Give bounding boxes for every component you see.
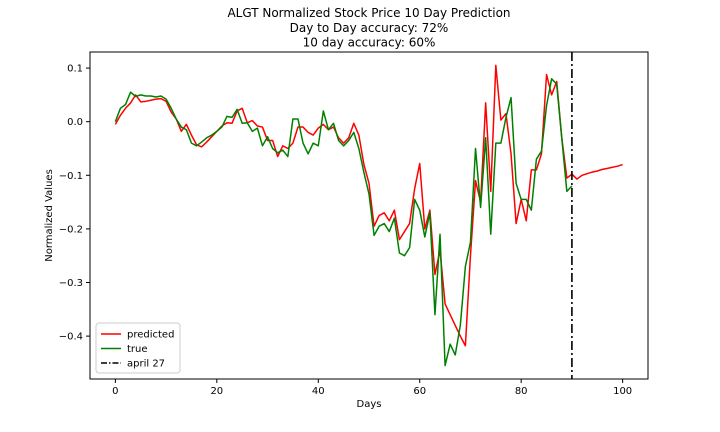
x-tick-label: 0 xyxy=(112,386,118,397)
y-tick-label: −0.1 xyxy=(59,171,83,182)
x-axis: 0 20 40 60 80 100 xyxy=(112,379,632,397)
legend: predicted true april 27 xyxy=(95,322,181,374)
legend-label: predicted xyxy=(127,330,174,341)
series-line-true xyxy=(114,78,573,367)
x-tick-label: 100 xyxy=(613,386,632,397)
y-axis-label: Normalized Values xyxy=(44,169,55,262)
plot-area xyxy=(114,52,623,379)
axes-frame xyxy=(89,51,649,380)
y-tick-label: 0.0 xyxy=(67,117,83,128)
chart-title-group: ALGT Normalized Stock Price 10 Day Predi… xyxy=(227,6,510,50)
x-tick-label: 20 xyxy=(210,386,223,397)
y-tick-label: 0.1 xyxy=(67,64,83,75)
x-tick-label: 80 xyxy=(515,386,528,397)
chart-title: ALGT Normalized Stock Price 10 Day Predi… xyxy=(227,6,510,20)
series-line-predicted xyxy=(114,64,623,347)
legend-label: true xyxy=(127,344,148,355)
chart-subtitle-line: 10 day accuracy: 60% xyxy=(303,36,436,50)
y-tick-label: −0.2 xyxy=(59,224,83,235)
legend-box xyxy=(95,322,181,374)
legend-label: april 27 xyxy=(127,359,165,370)
y-axis: −0.4 −0.3 −0.2 −0.1 0.0 0.1 xyxy=(59,64,90,343)
y-tick-label: −0.3 xyxy=(59,278,83,289)
x-tick-label: 60 xyxy=(413,386,426,397)
x-tick-label: 40 xyxy=(312,386,325,397)
x-axis-label: Days xyxy=(357,399,382,410)
chart-subtitle-line: Day to Day accuracy: 72% xyxy=(290,21,449,35)
y-tick-label: −0.4 xyxy=(59,332,83,343)
